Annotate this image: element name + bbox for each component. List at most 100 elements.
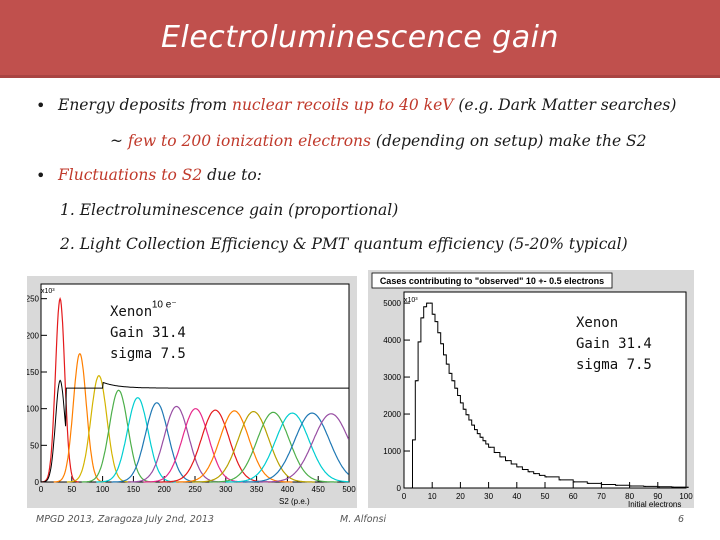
left-series-curve-2 — [53, 353, 106, 483]
right-histogram-bin — [483, 440, 485, 442]
right-histogram-bin — [421, 317, 423, 319]
left-series-curve-14 — [242, 412, 349, 483]
footer-center: M. Alfonsi — [340, 514, 387, 525]
right-histogram-bin — [438, 332, 440, 334]
right-histogram-bin — [427, 302, 429, 304]
right-histogram-bin — [523, 468, 525, 471]
left-series-curve-9 — [159, 409, 271, 483]
right-y-tick-label: 1000 — [383, 447, 401, 456]
left-series-curve-4 — [81, 389, 156, 483]
bullet-1-line2-highlight: few to 200 ionization electrons — [127, 132, 371, 150]
bullet-1-post: (e.g. Dark Matter searches) — [453, 96, 677, 114]
left-x-tick-label: 250 — [188, 485, 202, 494]
left-series-curve-1 — [41, 296, 79, 483]
right-histogram-bin — [517, 466, 519, 468]
left-x-tick-label: 500 — [342, 485, 356, 494]
bullet-1-line2-pre: ~ — [110, 132, 128, 150]
left-x-tick-label: 0 — [39, 485, 44, 494]
right-histogram-bin — [559, 479, 562, 481]
left-x-tick-label: 100 — [96, 485, 110, 494]
right-x-tick-label: 80 — [625, 492, 634, 501]
left-series-curve-11 — [192, 411, 315, 483]
right-y-exponent: x10³ — [404, 297, 418, 304]
right-y-tick-label: 3000 — [383, 373, 401, 382]
title-bar: Electroluminescence gain — [0, 0, 720, 78]
left-x-tick-label: 200 — [158, 485, 172, 494]
right-histogram-bin — [658, 486, 660, 488]
right-histogram-bin — [464, 408, 466, 410]
right-histogram-bin — [574, 481, 576, 483]
left-x-tick-label: 400 — [281, 485, 295, 494]
right-histogram-bin — [441, 343, 443, 345]
right-x-tick-label: 10 — [428, 492, 437, 501]
left-plot-annotation-10e: 10 e⁻ — [152, 299, 177, 310]
right-histogram-bin — [506, 460, 508, 462]
left-y-tick-label: 0 — [35, 478, 40, 487]
right-histogram-bin — [686, 486, 689, 488]
right-histogram-outline — [409, 302, 689, 489]
bullet-marker-2: • — [36, 166, 46, 185]
left-y-tick-label: 100 — [27, 405, 40, 414]
left-plot: x10³ 0 50 100 150 200 250 0 50 100 150 200 250 300 350… — [27, 276, 357, 508]
right-histogram-bin — [495, 451, 497, 454]
right-histogram-bin — [602, 483, 604, 486]
right-x-tick-label: 0 — [402, 492, 407, 501]
bullet-1: Energy deposits from nuclear recoils up … — [58, 96, 676, 114]
left-series-curve-12 — [209, 411, 338, 483]
right-histogram-bin — [472, 424, 474, 426]
right-x-tick-label: 60 — [569, 492, 578, 501]
right-x-tick-label: 70 — [597, 492, 606, 501]
left-x-axis-label: S2 (p.e.) — [279, 497, 310, 506]
right-plot: Cases contributing to "observed" 10 +- 0… — [368, 270, 694, 508]
page-number: 6 — [678, 514, 685, 525]
right-x-tick-label: 50 — [541, 492, 550, 501]
right-x-tick-label: 100 — [679, 492, 693, 501]
right-plot-title: Cases contributing to "observed" 10 +- 0… — [380, 276, 604, 286]
right-histogram-bin — [534, 472, 536, 475]
left-xenon-label: Xenon — [110, 304, 153, 320]
right-plot-title-box — [371, 272, 613, 289]
left-y-exponent: x10³ — [41, 288, 55, 295]
bullet-2-highlight: Fluctuations to S2 — [58, 166, 203, 184]
list-item-1: 1. Electroluminescence gain (proportiona… — [60, 201, 399, 219]
list-item-2: 2. Light Collection Efficiency & PMT qua… — [60, 235, 628, 253]
right-histogram-bin — [444, 354, 446, 356]
right-plot-area — [403, 291, 687, 489]
right-y-tick-label: 4000 — [383, 336, 401, 345]
right-x-tick-label: 20 — [456, 492, 465, 501]
right-xenon-label: Xenon — [576, 315, 619, 331]
left-series-curve-7 — [127, 405, 226, 483]
right-histogram-bin — [672, 486, 674, 488]
right-gain-label: Gain 31.4 — [576, 336, 652, 352]
right-histogram-bin — [447, 363, 449, 365]
right-histogram-bin — [644, 485, 646, 488]
bullet-2: Fluctuations to S2 due to: — [58, 166, 262, 184]
bullet-1-line2-post: (depending on setup) make the S2 — [370, 132, 647, 150]
right-histogram-bin — [616, 484, 618, 486]
right-histogram-bin — [540, 474, 542, 477]
right-histogram-bin — [466, 414, 469, 416]
right-histogram-bin — [461, 402, 463, 404]
left-plot-annotation: Xenon Gain 31.4 sigma 7.5 — [110, 302, 186, 365]
left-series-curve-6 — [111, 402, 202, 483]
right-histogram-bin — [475, 428, 477, 431]
right-x-tick-label: 40 — [512, 492, 521, 501]
left-y-tick-label: 150 — [27, 368, 40, 377]
right-histogram-bin — [469, 419, 471, 421]
right-histogram-bin — [416, 380, 418, 382]
left-y-tick-label: 200 — [27, 331, 40, 340]
right-x-axis-label: Initial electrons — [628, 500, 681, 508]
right-histogram-bin — [480, 436, 483, 438]
right-histogram-bin — [486, 443, 488, 445]
right-y-tick-label: 0 — [397, 484, 402, 493]
right-x-tick-label: 90 — [653, 492, 662, 501]
left-series-curve-15 — [259, 413, 350, 483]
left-x-tick-label: 150 — [127, 485, 141, 494]
right-histogram-bin — [489, 446, 491, 448]
right-histogram-bin — [528, 471, 531, 473]
right-histogram-bin — [430, 302, 432, 304]
left-x-tick-label: 450 — [312, 485, 326, 494]
bullet-2-post: due to: — [202, 166, 262, 184]
right-histogram-bin — [418, 341, 421, 343]
right-histogram-bin — [410, 487, 412, 489]
